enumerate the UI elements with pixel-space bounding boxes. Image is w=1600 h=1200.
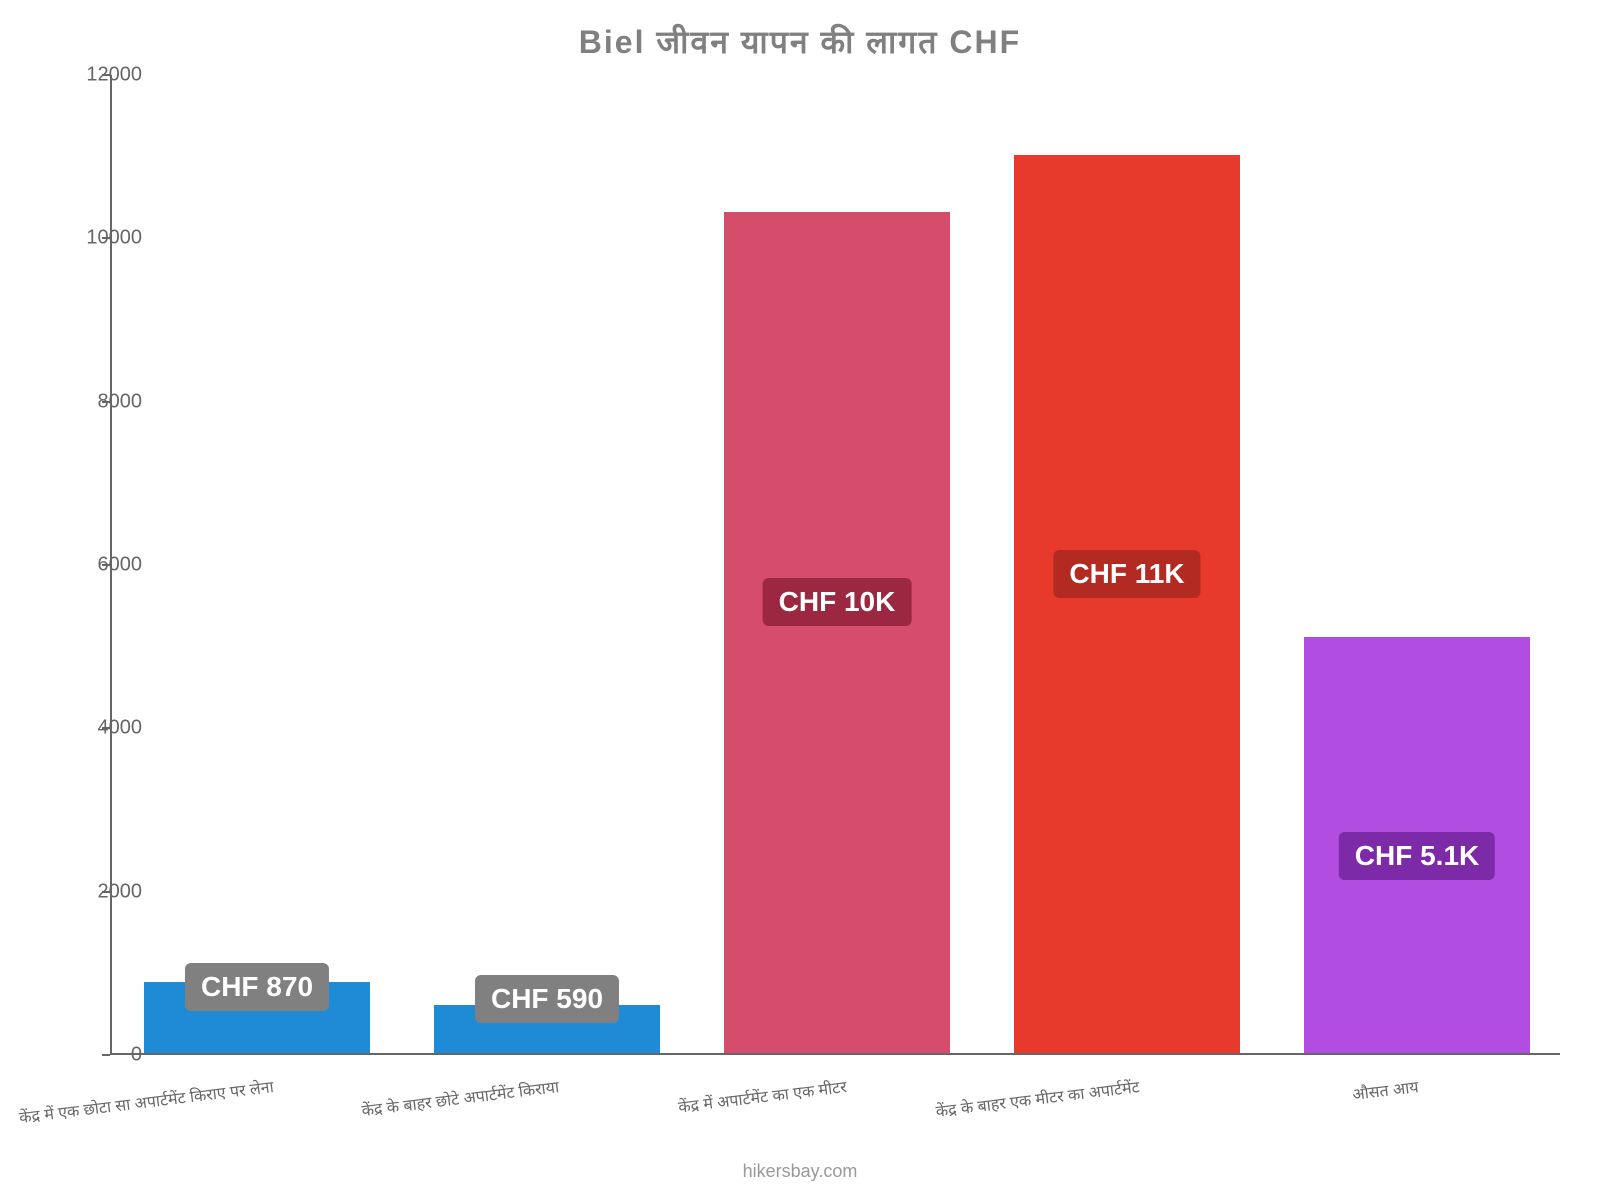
x-axis-label: केंद्र में एक छोटा सा अपार्टमेंट किराए प… (18, 1075, 275, 1128)
chart-container: Biel जीवन यापन की लागत CHF CHF 870 CHF 59… (0, 0, 1600, 1200)
value-badge: CHF 590 (475, 975, 619, 1023)
y-tick-label: 10000 (52, 227, 142, 250)
y-tick-label: 2000 (52, 880, 142, 903)
value-badge: CHF 870 (185, 963, 329, 1011)
x-axis-label: केंद्र के बाहर एक मीटर का अपार्टमेंट (934, 1075, 1140, 1122)
y-tick-label: 4000 (52, 717, 142, 740)
y-tick-label: 6000 (52, 554, 142, 577)
x-axis-label: केंद्र में अपार्टमेंट का एक मीटर (677, 1075, 848, 1118)
x-axis-label: केंद्र के बाहर छोटे अपार्टमेंट किराया (360, 1075, 560, 1121)
value-badge: CHF 5.1K (1339, 832, 1495, 880)
y-tick-label: 12000 (52, 64, 142, 87)
plot-area: CHF 870 CHF 590 CHF 10K CHF 11K CHF 5.1K (110, 75, 1560, 1055)
x-axis-label: औसत आय (1351, 1075, 1420, 1105)
bar (724, 212, 950, 1053)
chart-title: Biel जीवन यापन की लागत CHF (0, 20, 1600, 63)
value-badge: CHF 10K (763, 578, 912, 626)
value-badge: CHF 11K (1053, 550, 1200, 598)
bar (1014, 155, 1240, 1053)
y-tick-label: 8000 (52, 390, 142, 413)
chart-footer: hikersbay.com (0, 1161, 1600, 1182)
y-tick-label: 0 (52, 1044, 142, 1067)
